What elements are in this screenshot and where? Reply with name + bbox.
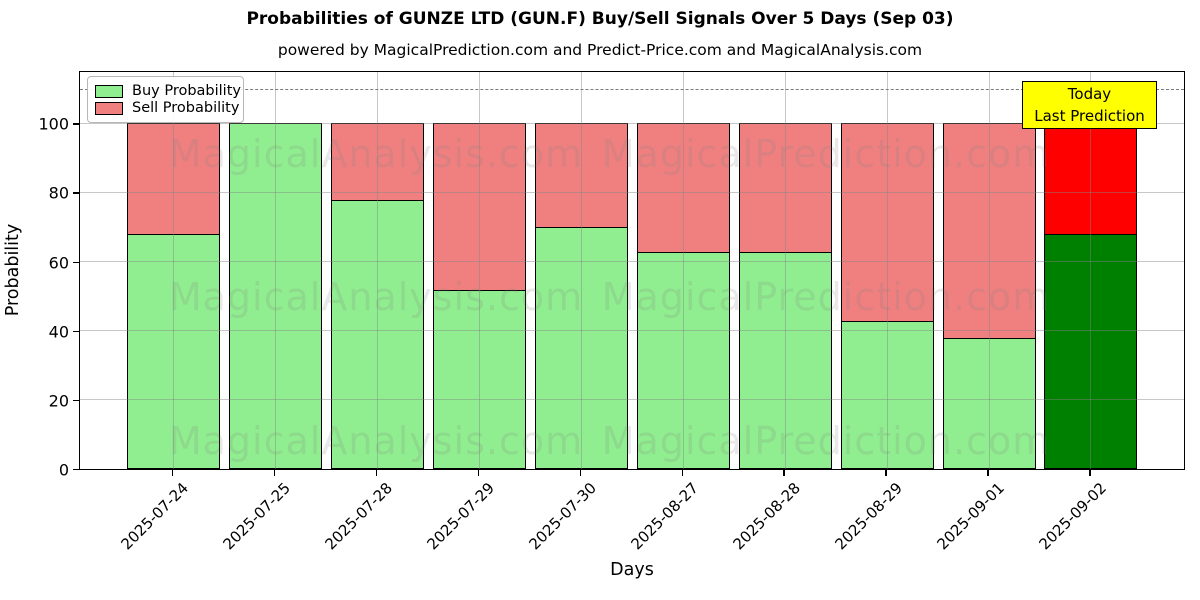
gridline-y-20: [80, 399, 1184, 401]
x-tick-label-2025-08-27: 2025-08-27: [627, 479, 702, 554]
y-tick-60: [73, 261, 79, 263]
chart-subtitle: powered by MagicalPrediction.com and Pre…: [277, 41, 923, 59]
gridline-y-100: [80, 122, 1184, 124]
x-tick-2025-08-28: [783, 470, 785, 476]
bar-2025-09-01-sell: [942, 123, 1036, 340]
y-tick-80: [73, 192, 79, 194]
plot-area: MagicalAnalysis.comMagicalPrediction.com…: [79, 71, 1185, 470]
y-tick-100: [73, 123, 79, 125]
gridline-x-2025-08-29: [886, 72, 888, 469]
x-tick-2025-09-01: [987, 470, 989, 476]
y-tick-40: [73, 330, 79, 333]
gridline-y-40: [80, 330, 1184, 332]
x-tick-2025-07-30: [579, 470, 581, 476]
bar-2025-07-30-buy: [534, 226, 628, 469]
bar-2025-08-28-buy: [738, 251, 832, 469]
bar-2025-08-29-sell: [840, 123, 934, 322]
today-annotation-line2: Last Prediction: [1034, 107, 1145, 125]
gridline-y-80: [80, 191, 1184, 193]
bar-2025-08-28-sell: [738, 123, 832, 253]
x-tick-label-2025-07-30: 2025-07-30: [525, 479, 600, 554]
gridline-x-2025-07-28: [376, 72, 378, 469]
gridline-x-2025-07-29: [478, 72, 480, 469]
today-annotation: Today Last Prediction: [1022, 81, 1157, 129]
bar-2025-09-02-sell: [1044, 123, 1138, 236]
x-tick-label-2025-07-25: 2025-07-25: [219, 479, 295, 554]
bar-2025-07-24-sell: [127, 123, 220, 236]
bar-2025-08-27-buy: [636, 251, 730, 469]
x-tick-label-2025-07-29: 2025-07-29: [423, 479, 499, 554]
gridline-x-2025-09-01: [988, 72, 990, 469]
gridline-x-2025-07-24: [173, 72, 174, 469]
y-tick-0: [73, 469, 79, 471]
y-tick-label-0: 0: [58, 460, 69, 480]
bar-2025-07-25-buy: [228, 123, 322, 469]
bar-2025-07-28-buy: [330, 199, 424, 469]
bar-2025-07-29-buy: [432, 289, 526, 469]
x-tick-label-2025-08-28: 2025-08-28: [729, 479, 804, 554]
bar-2025-07-30-sell: [534, 123, 628, 229]
x-tick-2025-09-02: [1089, 470, 1091, 476]
x-tick-2025-08-27: [681, 470, 683, 476]
gridline-x-2025-08-27: [682, 72, 684, 469]
legend-item-sell: Sell Probability: [95, 100, 239, 116]
gridline-x-2025-07-30: [580, 72, 582, 469]
sell-probability-swatch: [95, 101, 123, 115]
y-tick-20: [73, 399, 79, 402]
x-tick-label-2025-07-24: 2025-07-24: [117, 479, 193, 554]
bar-2025-08-27-sell: [636, 123, 730, 253]
legend-label-sell: Sell Probability: [132, 100, 240, 116]
gridline-y-60: [80, 261, 1184, 263]
bar-2025-07-29-sell: [432, 123, 526, 291]
y-tick-label-40: 40: [48, 322, 69, 342]
legend: Buy Probability Sell Probability: [87, 76, 244, 123]
x-tick-label-2025-09-01: 2025-09-01: [933, 479, 1008, 554]
bar-2025-08-29-buy: [840, 320, 934, 469]
chart-title: Probabilities of GUNZE LTD (GUN.F) Buy/S…: [246, 9, 954, 29]
gridline-x-2025-08-28: [784, 72, 786, 469]
x-tick-2025-07-29: [477, 470, 479, 476]
legend-item-buy: Buy Probability: [95, 83, 241, 99]
x-tick-label-2025-09-02: 2025-09-02: [1035, 479, 1110, 554]
y-tick-label-60: 60: [48, 253, 69, 273]
y-tick-label-80: 80: [48, 183, 69, 203]
y-tick-label-20: 20: [48, 391, 69, 411]
bar-2025-07-28-sell: [330, 123, 424, 201]
bar-2025-07-24-buy: [127, 233, 220, 469]
x-tick-2025-07-24: [171, 470, 174, 476]
x-tick-2025-07-25: [273, 470, 276, 476]
x-tick-label-2025-07-28: 2025-07-28: [321, 479, 397, 554]
legend-label-buy: Buy Probability: [132, 83, 241, 99]
gridline-x-2025-07-25: [274, 72, 276, 469]
buy-probability-swatch: [95, 84, 123, 98]
today-annotation-line1: Today: [1067, 85, 1112, 103]
reference-dashed-line: [80, 89, 1184, 91]
x-tick-label-2025-08-29: 2025-08-29: [831, 479, 906, 554]
x-tick-2025-07-28: [375, 470, 378, 476]
y-axis-label: Probability: [3, 223, 23, 317]
x-tick-2025-08-29: [885, 470, 887, 476]
x-axis-label: Days: [610, 560, 654, 580]
y-tick-label-100: 100: [38, 114, 69, 134]
gridline-x-2025-09-02: [1090, 72, 1092, 469]
